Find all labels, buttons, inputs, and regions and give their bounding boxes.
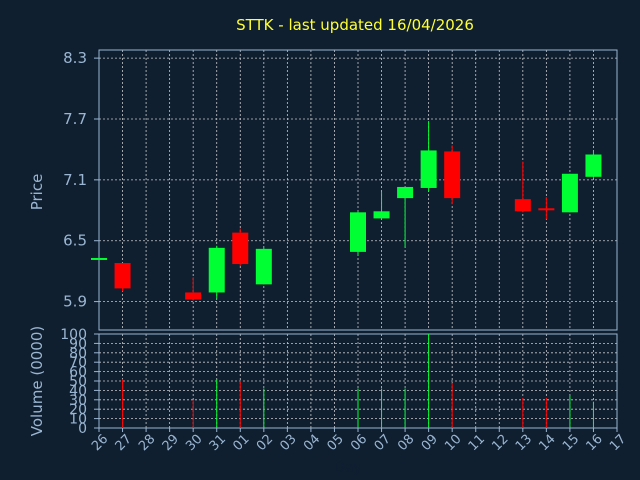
x-tick-label: 28	[136, 432, 158, 454]
x-tick-label: 14	[536, 432, 558, 454]
candle-body	[91, 257, 107, 260]
volume-axis-label: Volume (0000)	[28, 326, 46, 436]
volume-tick-label: 20	[69, 402, 87, 418]
price-tick-label: 6.5	[63, 232, 87, 250]
volume-tick-label: 40	[69, 383, 87, 399]
x-tick-label: 08	[395, 432, 417, 454]
x-tick-label: 30	[183, 432, 205, 454]
candle-body	[114, 263, 131, 289]
x-tick-label: 27	[113, 432, 135, 454]
candle-body	[255, 248, 272, 285]
chart-title: STTK - last updated 16/04/2026	[236, 16, 474, 34]
candle-body	[514, 199, 531, 212]
x-tick-label: 02	[254, 432, 276, 454]
x-tick-label: 31	[207, 432, 229, 454]
volume-tick-label: 80	[69, 346, 87, 362]
candle-body	[232, 232, 249, 265]
x-tick-label: 17	[607, 432, 629, 454]
candle-body	[420, 150, 437, 188]
candle-body	[397, 186, 414, 199]
x-tick-label: 07	[372, 432, 394, 454]
volume-tick-label: 60	[69, 365, 87, 381]
x-tick-label: 16	[583, 432, 605, 454]
price-tick-label: 7.1	[63, 171, 87, 189]
price-panel: 5.9 6.5 7.1 7.7 8.3	[63, 49, 618, 331]
volume-tick-label: 90	[69, 336, 87, 352]
volume-tick-label: 100	[60, 327, 87, 343]
x-tick-label: 03	[277, 432, 299, 454]
x-tick-label: 13	[513, 432, 535, 454]
x-tick-label: 26	[89, 432, 111, 454]
price-tick-label: 8.3	[63, 49, 87, 67]
volume-tick-label: 10	[69, 412, 87, 428]
candle-body	[444, 151, 461, 199]
candle-body	[208, 247, 225, 293]
price-panel-border	[98, 49, 618, 331]
price-axis-label: Price	[28, 174, 46, 211]
candle-body	[373, 211, 390, 219]
x-tick-label: 29	[160, 432, 182, 454]
candle-body	[585, 154, 602, 177]
volume-tick-label: 0	[78, 421, 87, 437]
x-tick-label: 09	[419, 432, 441, 454]
candle-body	[561, 173, 578, 213]
x-tick-label: 10	[442, 432, 464, 454]
x-tick-label: 15	[560, 432, 582, 454]
candle-body	[350, 212, 366, 252]
x-tick-label: 01	[230, 432, 252, 454]
x-tick-label: 06	[348, 432, 370, 454]
x-tick-label: 12	[489, 432, 511, 454]
x-axis-label: Day	[334, 460, 362, 476]
price-tick-label: 7.7	[63, 110, 87, 128]
volume-tick-label: 70	[69, 355, 87, 371]
volume-tick-label: 50	[69, 374, 87, 390]
x-tick-label: 04	[301, 432, 323, 454]
x-tick-label: 11	[466, 432, 488, 454]
volume-tick-label: 30	[69, 393, 87, 409]
x-tick-label: 05	[324, 432, 346, 454]
candle-body	[538, 208, 555, 211]
price-tick-label: 5.9	[63, 293, 87, 311]
candle-body	[185, 292, 202, 300]
